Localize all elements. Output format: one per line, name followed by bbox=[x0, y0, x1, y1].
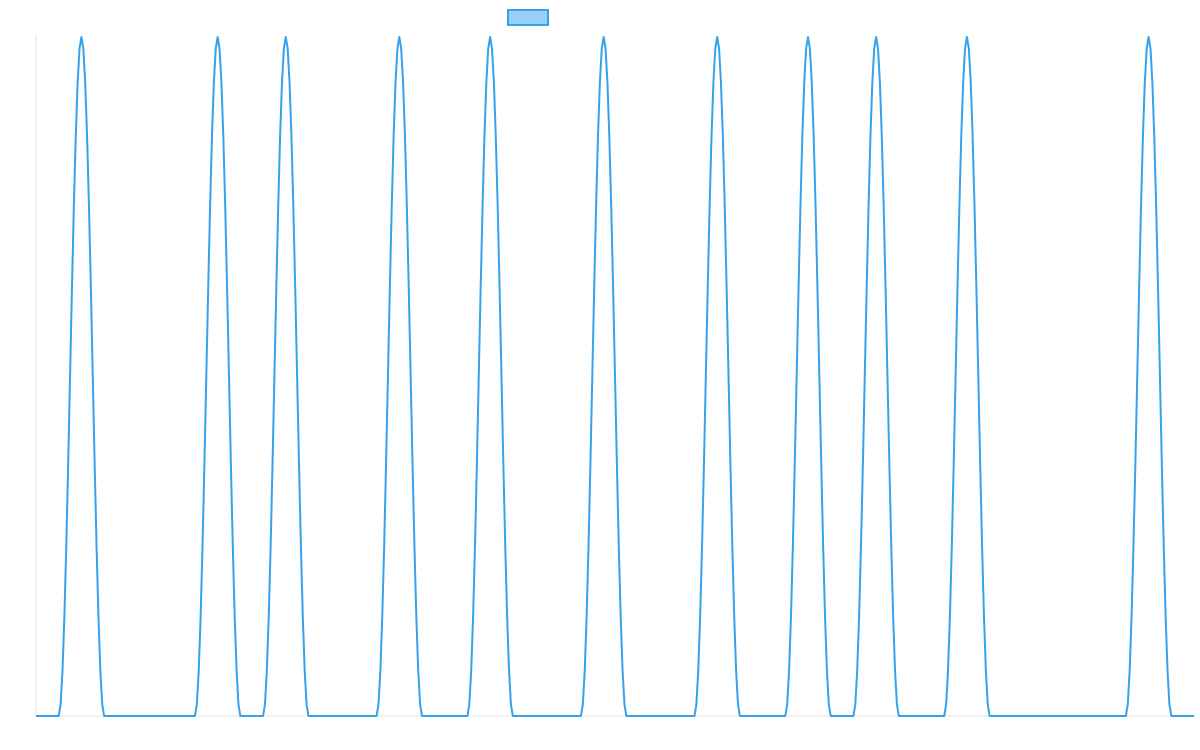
data-peak-1 bbox=[215, 34, 221, 40]
series-line-0 bbox=[36, 36, 1194, 717]
data-peak-4 bbox=[487, 34, 493, 40]
legend[interactable] bbox=[507, 9, 549, 26]
data-peak-2 bbox=[283, 34, 289, 40]
data-peak-8 bbox=[873, 34, 879, 40]
data-peak-6 bbox=[714, 34, 720, 40]
data-peak-7 bbox=[805, 34, 811, 40]
data-peak-0 bbox=[78, 34, 84, 40]
data-peak-3 bbox=[396, 34, 402, 40]
data-peak-9 bbox=[964, 34, 970, 40]
legend-swatch-0[interactable] bbox=[507, 9, 549, 26]
data-peak-5 bbox=[601, 34, 607, 40]
data-peak-10 bbox=[1146, 34, 1152, 40]
series-layer bbox=[36, 34, 1194, 717]
